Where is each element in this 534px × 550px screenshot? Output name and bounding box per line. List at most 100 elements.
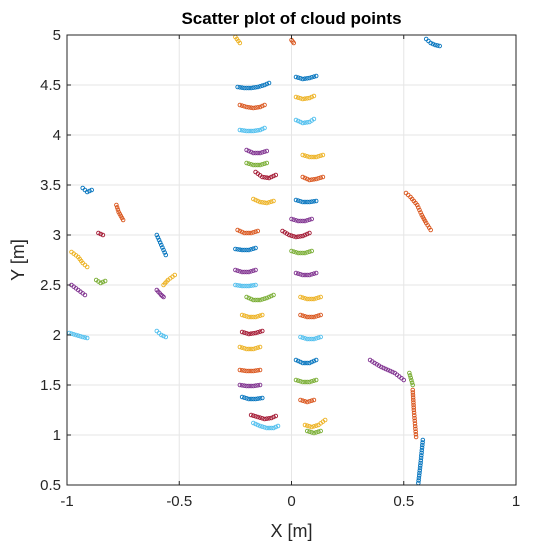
- cloud-point: [304, 360, 310, 366]
- cloud-point: [412, 423, 418, 429]
- cloud-point: [246, 269, 252, 275]
- cloud-point: [239, 128, 245, 133]
- cloud-point: [246, 368, 252, 374]
- cloud-point: [420, 442, 425, 448]
- cloud-point: [313, 336, 319, 341]
- cloud-point: [413, 434, 419, 440]
- cloud-point: [417, 468, 423, 473]
- point-segment: [233, 245, 258, 253]
- cloud-point: [235, 84, 240, 90]
- point-segment: [237, 382, 263, 389]
- cloud-point: [246, 383, 252, 389]
- cloud-point: [309, 154, 314, 160]
- cloud-point: [257, 297, 263, 303]
- cloud-point: [257, 415, 263, 420]
- cloud-point: [156, 237, 162, 243]
- cloud-point: [246, 314, 252, 320]
- cloud-point: [407, 373, 413, 378]
- cloud-point: [246, 331, 252, 337]
- cloud-point: [248, 368, 254, 374]
- point-segment: [161, 272, 178, 288]
- cloud-point: [302, 232, 308, 238]
- cloud-point: [260, 83, 265, 88]
- cloud-point: [251, 128, 256, 134]
- cloud-point: [316, 154, 321, 159]
- cloud-point: [244, 368, 249, 374]
- cloud-point: [298, 234, 303, 239]
- y-tick-label: 2: [53, 327, 61, 344]
- cloud-point: [309, 216, 314, 222]
- cloud-point: [388, 368, 393, 374]
- cloud-point: [410, 382, 415, 388]
- cloud-point: [302, 272, 308, 278]
- cloud-point: [262, 425, 267, 430]
- cloud-point: [260, 328, 265, 334]
- cloud-point: [318, 294, 323, 300]
- cloud-point: [248, 230, 254, 236]
- cloud-point: [266, 80, 272, 86]
- point-segment: [237, 125, 267, 134]
- cloud-point: [311, 336, 317, 342]
- cloud-point: [307, 199, 312, 205]
- cloud-point: [309, 199, 314, 204]
- cloud-point: [253, 245, 258, 251]
- cloud-point: [411, 397, 416, 403]
- cloud-point: [408, 375, 413, 381]
- cloud-point: [244, 269, 249, 275]
- cloud-point: [309, 75, 314, 80]
- cloud-point: [316, 176, 321, 181]
- cloud-point: [412, 418, 418, 424]
- point-segment: [403, 190, 433, 233]
- point-segment: [293, 116, 317, 126]
- cloud-point: [248, 283, 254, 288]
- cloud-point: [304, 336, 310, 342]
- cloud-point: [428, 40, 433, 46]
- cloud-point: [309, 248, 314, 254]
- point-segment: [289, 37, 297, 46]
- cloud-point: [262, 200, 267, 205]
- cloud-point: [269, 415, 274, 421]
- cloud-point: [246, 396, 252, 402]
- cloud-point: [313, 314, 319, 319]
- cloud-point: [260, 395, 265, 401]
- cloud-point: [307, 154, 312, 160]
- cloud-point: [255, 396, 261, 401]
- point-segment: [248, 412, 279, 422]
- cloud-point: [318, 312, 323, 318]
- cloud-point: [253, 128, 258, 133]
- point-segment: [251, 196, 276, 206]
- chart-title: Scatter plot of cloud points: [181, 9, 401, 28]
- cloud-point: [307, 314, 312, 320]
- cloud-point: [115, 207, 121, 212]
- y-tick-labels: 0.5 1 1.5 2 2.5 3 3.5 4 4.5 5: [40, 27, 61, 494]
- y-tick-label: 4.5: [40, 77, 61, 94]
- cloud-point: [244, 147, 249, 153]
- cloud-point: [302, 175, 308, 181]
- cloud-point: [244, 283, 249, 289]
- cloud-point: [242, 383, 247, 388]
- cloud-point: [253, 368, 258, 373]
- cloud-point: [385, 367, 391, 373]
- cloud-point: [233, 282, 238, 288]
- cloud-point: [239, 269, 245, 275]
- cloud-point: [307, 296, 312, 302]
- cloud-point: [237, 247, 243, 252]
- cloud-point: [114, 205, 120, 210]
- point-segment: [293, 357, 319, 366]
- cloud-point: [300, 335, 305, 340]
- cloud-point: [155, 235, 161, 240]
- cloud-point: [304, 231, 310, 237]
- cloud-point: [311, 116, 317, 122]
- point-segment: [233, 267, 258, 275]
- cloud-point: [307, 217, 312, 222]
- x-tick-labels: -1 -0.5 0 0.5 1: [60, 493, 520, 510]
- cloud-point: [300, 152, 305, 158]
- cloud-point: [320, 174, 326, 180]
- point-segment: [293, 377, 319, 385]
- cloud-point: [255, 198, 261, 204]
- point-segment: [280, 228, 312, 240]
- y-tick-label: 1.5: [40, 377, 61, 394]
- cloud-point: [248, 85, 254, 91]
- point-segment: [244, 147, 270, 156]
